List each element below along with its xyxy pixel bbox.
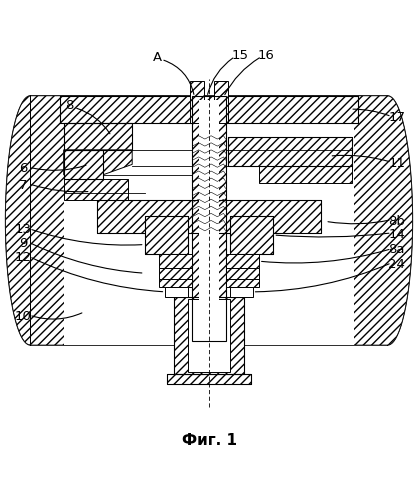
Bar: [192, 96, 226, 341]
Bar: [199, 100, 219, 332]
Polygon shape: [64, 150, 132, 175]
Bar: [190, 81, 204, 123]
Bar: [230, 216, 273, 253]
Text: 6: 6: [19, 162, 27, 175]
Bar: [228, 137, 352, 167]
Bar: [168, 374, 250, 384]
Bar: [168, 374, 250, 384]
Text: 12: 12: [15, 251, 31, 264]
Bar: [228, 137, 352, 167]
Bar: [145, 216, 188, 253]
Bar: [174, 297, 244, 374]
Bar: [226, 278, 259, 287]
Text: 24: 24: [388, 257, 405, 270]
Bar: [226, 253, 259, 268]
Polygon shape: [5, 96, 413, 345]
Bar: [230, 216, 273, 253]
Text: 11: 11: [388, 158, 405, 171]
Text: 17: 17: [388, 111, 405, 124]
Text: 8a: 8a: [388, 243, 405, 256]
Bar: [64, 179, 128, 200]
Bar: [64, 150, 103, 179]
Text: 8b: 8b: [388, 215, 405, 228]
Bar: [174, 297, 244, 374]
Bar: [145, 216, 188, 253]
Bar: [159, 268, 192, 278]
Bar: [59, 96, 359, 123]
Bar: [166, 287, 188, 297]
Text: A: A: [153, 51, 162, 64]
Text: 14: 14: [388, 228, 405, 241]
Bar: [64, 123, 132, 150]
Text: 8: 8: [65, 99, 73, 112]
Bar: [230, 287, 252, 297]
Bar: [192, 96, 226, 341]
Bar: [188, 299, 230, 372]
Text: 7: 7: [19, 179, 27, 192]
Text: 15: 15: [231, 49, 248, 62]
Bar: [259, 167, 352, 183]
Bar: [64, 96, 354, 345]
Bar: [64, 123, 132, 150]
Bar: [159, 278, 192, 287]
Text: 9: 9: [19, 237, 27, 250]
Bar: [97, 200, 321, 233]
Text: 16: 16: [258, 49, 275, 62]
Polygon shape: [238, 96, 413, 345]
Bar: [226, 268, 259, 278]
Text: 13: 13: [15, 223, 31, 236]
Bar: [214, 81, 228, 123]
Polygon shape: [5, 96, 180, 345]
Text: 10: 10: [15, 310, 31, 323]
Text: Фиг. 1: Фиг. 1: [181, 433, 237, 448]
Bar: [97, 200, 321, 233]
Bar: [64, 150, 103, 179]
Bar: [59, 96, 359, 123]
Bar: [159, 253, 192, 268]
